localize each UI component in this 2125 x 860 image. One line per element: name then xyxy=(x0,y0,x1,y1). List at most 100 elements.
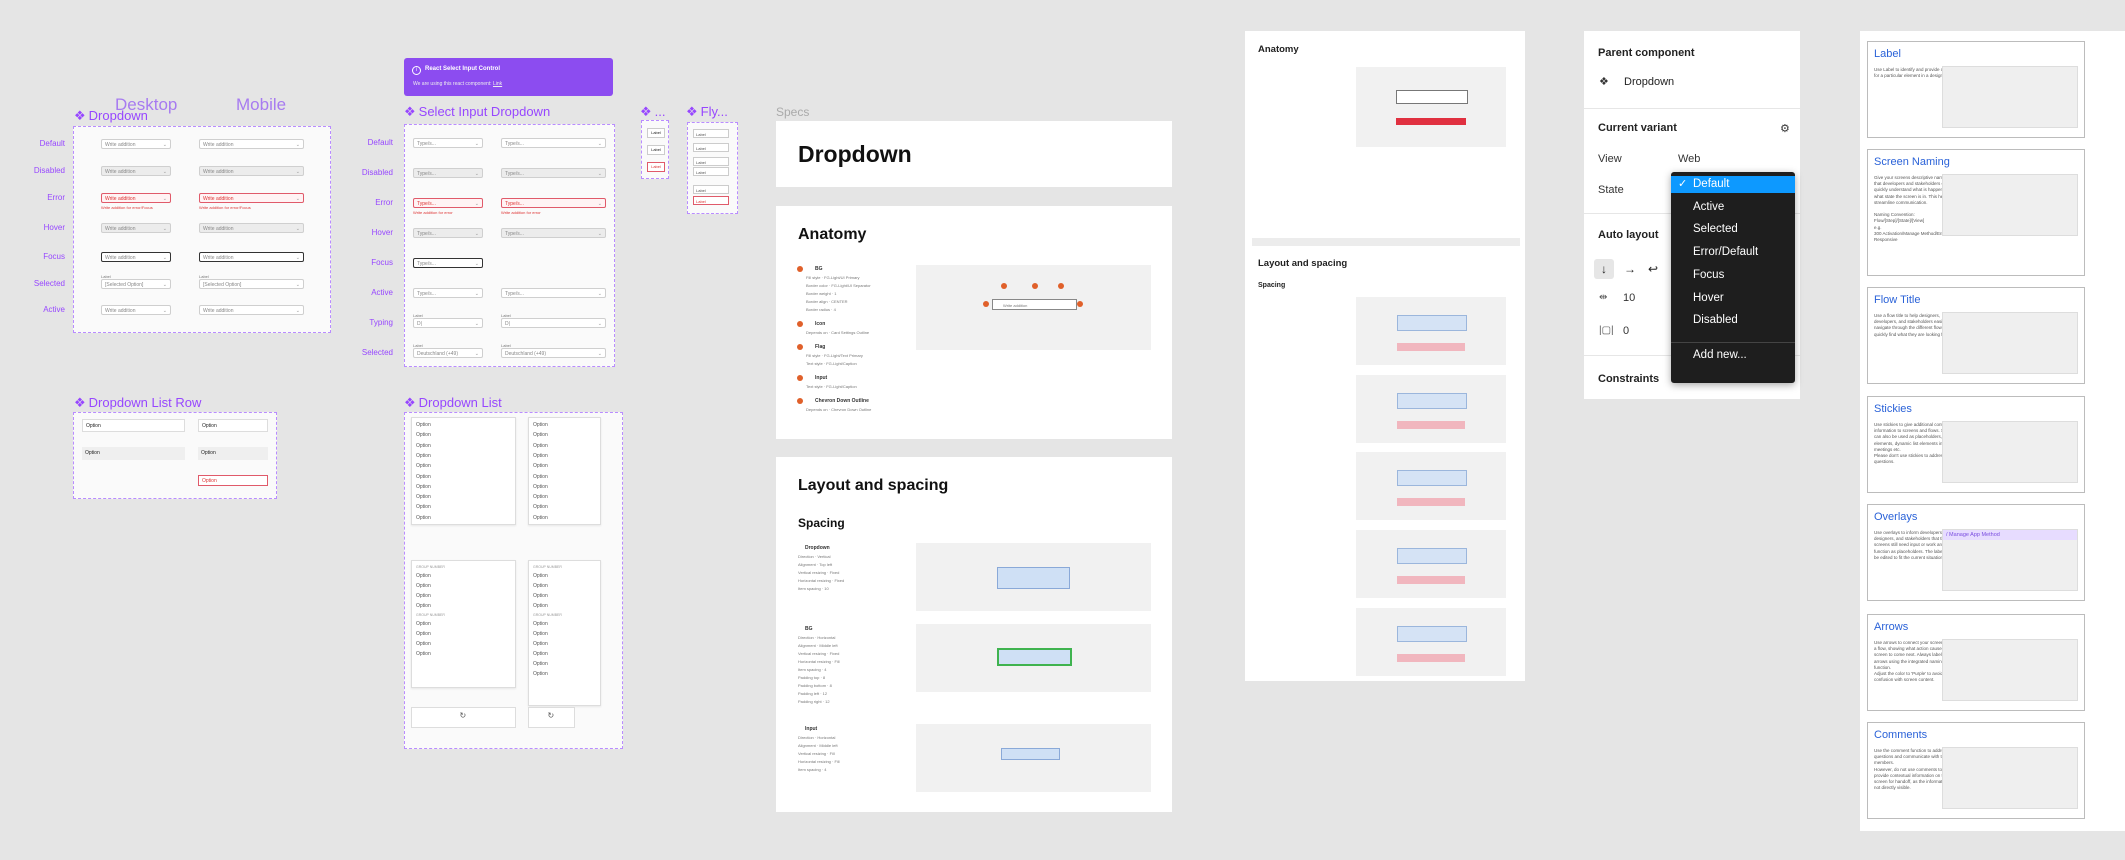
list-option[interactable]: Option xyxy=(533,514,548,521)
dd-desktop-field[interactable]: Write addition ⌄ xyxy=(101,305,171,315)
dd-mobile-field[interactable]: Write addition ⌄ xyxy=(199,252,304,262)
si-mobile-field[interactable]: Type/s... ⌄ xyxy=(501,288,606,298)
si-mobile-field[interactable]: Type/s... ⌄ xyxy=(501,168,606,178)
list-option[interactable]: Option xyxy=(533,473,548,480)
menu-item-default[interactable]: ✓ Default xyxy=(1671,176,1795,193)
doc-card-screen-naming[interactable]: Screen Naming Give your screens descripti… xyxy=(1867,149,2085,276)
direction-down-icon[interactable]: ↓ xyxy=(1594,259,1614,279)
menu-item-hover[interactable]: Hover xyxy=(1671,290,1795,307)
list-option[interactable]: Option xyxy=(416,651,431,657)
si-mobile-field[interactable]: Type/s... ⌄ xyxy=(501,198,606,208)
dd-mobile-field[interactable]: Write addition ⌄ xyxy=(199,223,304,233)
menu-item-add-new[interactable]: Add new... xyxy=(1693,349,1747,361)
dd-mobile-field[interactable]: Write addition ⌄ xyxy=(199,139,304,149)
dd-mobile-field[interactable]: [Selected Option] ⌄ xyxy=(199,279,304,289)
si-desktop-field[interactable]: Type/s... ⌄ xyxy=(413,228,483,238)
list-option[interactable]: Option xyxy=(533,671,548,677)
list-option[interactable]: Option xyxy=(416,422,431,428)
dd-desktop-field[interactable]: [Selected Option] ⌄ xyxy=(101,279,171,289)
list-option[interactable]: Option xyxy=(416,494,431,501)
list-option[interactable]: Option xyxy=(416,442,431,449)
view-select[interactable]: Web xyxy=(1678,153,1701,165)
list-option[interactable]: Option xyxy=(533,603,548,609)
list-option[interactable]: Option xyxy=(533,631,548,637)
list-option[interactable]: Option xyxy=(533,641,548,647)
list-row-option-hover[interactable]: Option xyxy=(82,447,185,460)
doc-card-overlays[interactable]: Overlays Use overlays to inform developer… xyxy=(1867,504,2085,601)
dd-desktop-field[interactable]: Write addition ⌄ xyxy=(101,252,171,262)
si-desktop-field[interactable]: Type/s... ⌄ xyxy=(413,288,483,298)
menu-item-active[interactable]: Active xyxy=(1671,199,1795,216)
doc-card-label[interactable]: Label Use Label to identify and provide c… xyxy=(1867,41,2085,138)
list-option[interactable]: Option xyxy=(533,442,548,449)
si-mobile-field[interactable]: Deutschland (+49) ⌄ xyxy=(501,348,606,358)
list-option[interactable]: Option xyxy=(533,621,548,627)
dd-desktop-field[interactable]: Write addition ⌄ xyxy=(101,193,171,203)
dd-desktop-field[interactable]: Write addition ⌄ xyxy=(101,166,171,176)
list-option[interactable]: Option xyxy=(533,452,548,459)
dd-desktop-field[interactable]: Write addition ⌄ xyxy=(101,223,171,233)
list-option[interactable]: Option xyxy=(533,593,548,599)
list-row-option-hover[interactable]: Option xyxy=(198,447,268,460)
list-option[interactable]: Option xyxy=(416,593,431,599)
list-option[interactable]: Option xyxy=(416,573,431,579)
menu-item-focus[interactable]: Focus xyxy=(1671,267,1795,284)
list-option[interactable]: Option xyxy=(416,432,431,439)
parent-component-link[interactable]: Dropdown xyxy=(1624,76,1675,88)
list-option[interactable]: Option xyxy=(416,641,431,647)
list-option[interactable]: Option xyxy=(533,422,548,428)
dropdown-frame-title[interactable]: ❖ Dropdown xyxy=(74,108,148,123)
si-mobile-field[interactable]: Type/s... ⌄ xyxy=(501,228,606,238)
menu-item-selected[interactable]: Selected xyxy=(1671,221,1795,238)
select-input-frame-title[interactable]: ❖ Select Input Dropdown xyxy=(404,104,551,119)
si-desktop-field[interactable]: D| ⌄ xyxy=(413,318,483,328)
list-row-option[interactable]: Option xyxy=(82,419,185,432)
variant-settings-icon[interactable]: ⚙ xyxy=(1780,123,1790,135)
padding-input[interactable]: 0 xyxy=(1623,325,1630,337)
list-option[interactable]: Option xyxy=(533,463,548,470)
list-option[interactable]: Option xyxy=(533,583,548,589)
list-option[interactable]: Option xyxy=(416,583,431,589)
list-option[interactable]: Option xyxy=(533,494,548,501)
list-option[interactable]: Option xyxy=(533,483,548,490)
list-row-option-selected[interactable]: Option xyxy=(198,475,268,486)
si-desktop-field[interactable]: Type/s... ⌄ xyxy=(413,258,483,268)
si-mobile-field[interactable]: Type/s... ⌄ xyxy=(501,138,606,148)
si-desktop-field[interactable]: Deutschland (+49) ⌄ xyxy=(413,348,483,358)
select-input-frame[interactable] xyxy=(404,124,615,367)
doc-card-stickies[interactable]: Stickies Use stickies to give additional … xyxy=(1867,396,2085,493)
list-option[interactable]: Option xyxy=(416,603,431,609)
dd-mobile-field[interactable]: Write addition ⌄ xyxy=(199,193,304,203)
list-option[interactable]: Option xyxy=(416,452,431,459)
list-option[interactable]: Option xyxy=(416,463,431,470)
doc-card-comments[interactable]: Comments Use the comment function to addr… xyxy=(1867,722,2085,819)
list-option[interactable]: Option xyxy=(533,651,548,657)
list-option[interactable]: Option xyxy=(533,573,548,579)
list-option[interactable]: Option xyxy=(533,661,548,667)
doc-card-flow-title[interactable]: Flow Title Use a flow title to help desig… xyxy=(1867,287,2085,384)
si-desktop-field[interactable]: Type/s... ⌄ xyxy=(413,198,483,208)
list-option[interactable]: Option xyxy=(533,432,548,439)
list-option[interactable]: Option xyxy=(416,514,431,521)
wrap-icon[interactable]: ↩ xyxy=(1647,262,1659,276)
info-banner[interactable]: i React Select Input Control We are usin… xyxy=(404,58,613,96)
list-row-option[interactable]: Option xyxy=(198,419,268,432)
dd-mobile-field[interactable]: Write addition ⌄ xyxy=(199,305,304,315)
direction-right-icon[interactable]: → xyxy=(1624,262,1636,276)
si-mobile-field[interactable]: D| ⌄ xyxy=(501,318,606,328)
list-option[interactable]: Option xyxy=(416,504,431,511)
list-option[interactable]: Option xyxy=(416,621,431,627)
list-option[interactable]: Option xyxy=(416,631,431,637)
doc-card-arrows[interactable]: Arrows Use arrows to connect your screens… xyxy=(1867,614,2085,711)
si-desktop-field[interactable]: Type/s... ⌄ xyxy=(413,138,483,148)
banner-link[interactable]: Link xyxy=(492,81,503,87)
si-desktop-field[interactable]: Type/s... ⌄ xyxy=(413,168,483,178)
menu-item-disabled[interactable]: Disabled xyxy=(1671,312,1795,329)
list-option[interactable]: Option xyxy=(416,473,431,480)
dropdown-list-title[interactable]: ❖ Dropdown List xyxy=(404,395,502,410)
spacing-input[interactable]: 10 xyxy=(1623,292,1636,304)
state-dropdown-menu[interactable]: ✓ Default Active Selected Error/Default Focus… xyxy=(1671,172,1795,383)
fly-frame-title[interactable]: ❖ Fly... xyxy=(686,104,728,119)
list-option[interactable]: Option xyxy=(533,504,548,511)
small-frame-title[interactable]: ❖... xyxy=(640,104,666,119)
